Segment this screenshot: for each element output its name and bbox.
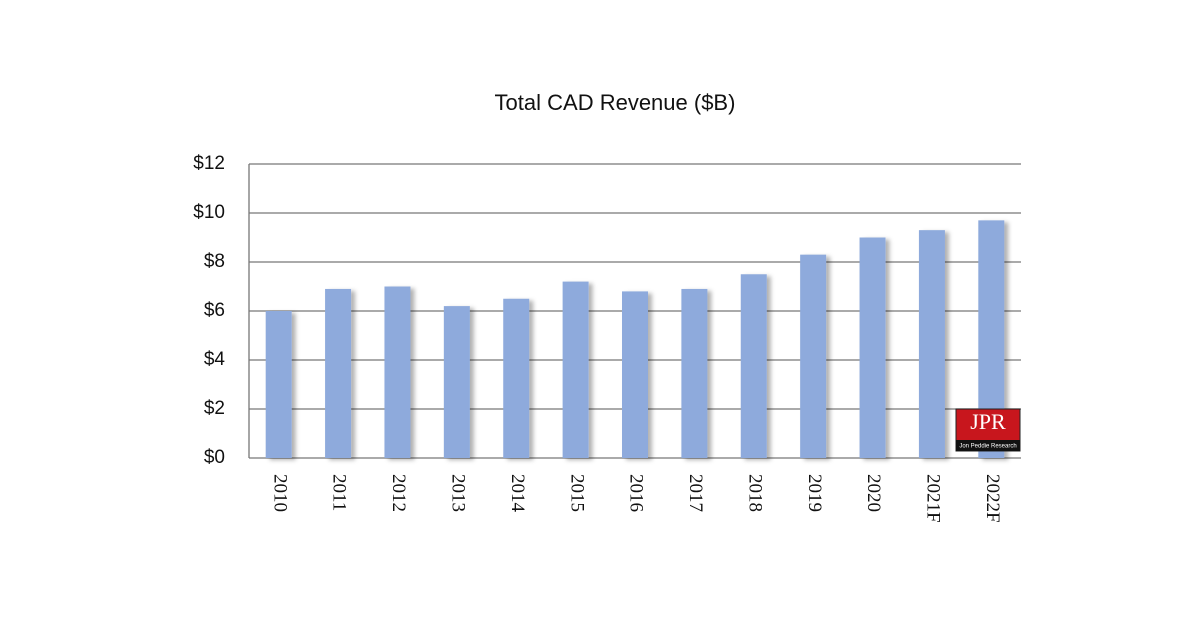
x-tick-label: 2017 bbox=[685, 474, 706, 512]
chart-title: Total CAD Revenue ($B) bbox=[495, 90, 736, 115]
logo-subtitle: Jon Peddie Research bbox=[959, 444, 1016, 450]
x-tick-label: 2016 bbox=[626, 474, 647, 512]
y-tick-label: $4 bbox=[204, 349, 226, 370]
bar bbox=[800, 254, 827, 458]
y-tick-label: $10 bbox=[193, 202, 225, 223]
x-tick-label: 2012 bbox=[388, 474, 409, 512]
y-tick-label: $6 bbox=[204, 300, 225, 321]
x-tick-label: 2013 bbox=[447, 474, 468, 512]
logo: JPR Jon Peddie Research bbox=[955, 408, 1021, 452]
bar bbox=[384, 286, 411, 458]
bar bbox=[918, 230, 945, 458]
y-tick-label: $0 bbox=[204, 447, 225, 468]
x-tick-label: 2015 bbox=[566, 474, 587, 512]
x-tick-label: 2019 bbox=[804, 474, 825, 512]
bar bbox=[443, 306, 470, 458]
y-tick-label: $8 bbox=[204, 251, 225, 272]
x-tick-label: 2018 bbox=[744, 474, 765, 512]
logo-band bbox=[956, 440, 1020, 451]
bar bbox=[740, 274, 767, 458]
y-tick-label: $12 bbox=[193, 153, 225, 174]
logo-text: JPR bbox=[970, 409, 1006, 434]
x-tick-label: 2011 bbox=[329, 474, 350, 511]
x-tick-label: 2022F bbox=[982, 474, 1003, 523]
bar bbox=[325, 288, 352, 458]
y-tick-label: $2 bbox=[204, 398, 225, 419]
x-tick-label: 2014 bbox=[507, 474, 528, 513]
bar bbox=[859, 237, 886, 458]
bar bbox=[562, 281, 589, 458]
bar bbox=[265, 311, 292, 458]
bar bbox=[503, 298, 530, 458]
bar bbox=[622, 291, 648, 458]
x-tick-label: 2010 bbox=[269, 474, 290, 512]
x-tick-label: 2021F bbox=[923, 474, 944, 523]
x-tick-label: 2020 bbox=[863, 474, 884, 512]
bar bbox=[681, 288, 708, 458]
